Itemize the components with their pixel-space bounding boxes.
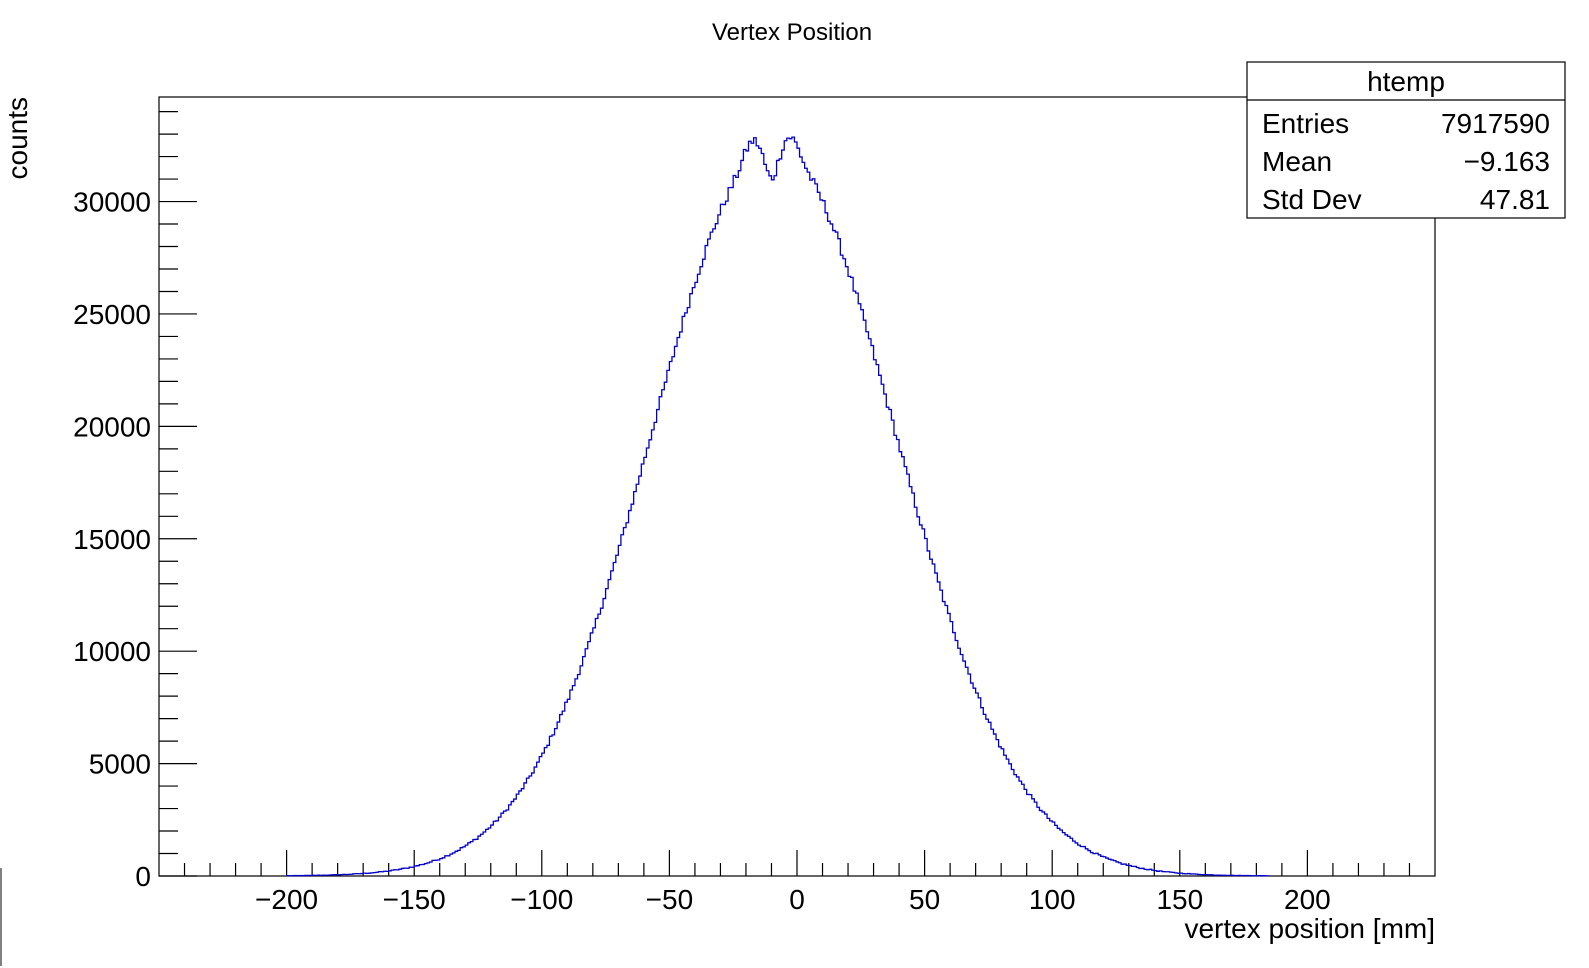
x-tick-label: 200 [1284, 884, 1331, 915]
plot-frame [158, 96, 1436, 877]
y-axis-label: counts [2, 97, 33, 180]
y-tick-label: 15000 [73, 524, 151, 555]
x-tick-label: 100 [1029, 884, 1076, 915]
stats-value-stddev: 47.81 [1480, 184, 1550, 215]
y-tick-label: 25000 [73, 299, 151, 330]
axis-ticks [159, 111, 1411, 877]
x-tick-label: −200 [255, 884, 318, 915]
x-tick-label: 0 [789, 884, 805, 915]
histogram-series-line [285, 136, 1270, 877]
x-axis-label: vertex position [mm] [1184, 913, 1435, 944]
stats-value-mean: −9.163 [1464, 146, 1550, 177]
x-tick-label: −50 [646, 884, 694, 915]
x-tick-label: −150 [383, 884, 446, 915]
y-tick-label: 30000 [73, 187, 151, 218]
x-tick-label: 50 [909, 884, 940, 915]
y-tick-label: 20000 [73, 411, 151, 442]
stats-value-entries: 7917590 [1441, 108, 1550, 139]
y-tick-label: 10000 [73, 636, 151, 667]
stats-label-mean: Mean [1262, 146, 1332, 177]
stats-box: htemp Entries 7917590 Mean −9.163 Std De… [1246, 61, 1566, 219]
chart-title: Vertex Position [712, 19, 872, 46]
x-tick-label: 150 [1156, 884, 1203, 915]
x-tick-label: −100 [510, 884, 573, 915]
y-tick-label: 5000 [89, 749, 151, 780]
axis-tick-labels: −200 −150 −100 −50 0 50 100 150 200 0 5000 10000 150… [73, 187, 1331, 915]
stats-box-title: htemp [1367, 66, 1445, 97]
y-tick-label: 0 [135, 861, 151, 892]
stats-label-stddev: Std Dev [1262, 184, 1362, 215]
stats-label-entries: Entries [1262, 108, 1349, 139]
